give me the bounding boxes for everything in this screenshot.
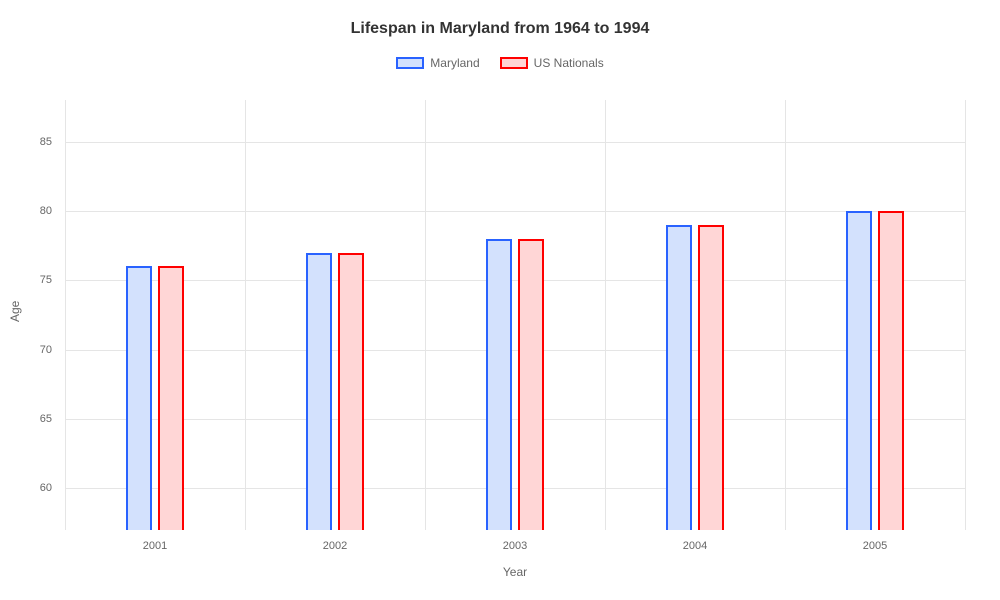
x-tick: 2004	[683, 540, 707, 552]
x-tick: 2005	[863, 540, 887, 552]
grid-line-vertical	[65, 100, 66, 530]
grid-line-vertical	[245, 100, 246, 530]
x-tick: 2001	[143, 540, 167, 552]
bar-us-nationals	[518, 239, 544, 530]
y-axis: 60 65 70 75 80 85	[0, 100, 60, 530]
bar-maryland	[486, 239, 512, 530]
grid-line-vertical	[965, 100, 966, 530]
legend-label-maryland: Maryland	[430, 56, 479, 70]
legend: Maryland US Nationals	[0, 56, 1000, 70]
y-tick: 70	[40, 344, 52, 356]
bar-us-nationals	[338, 253, 364, 530]
grid-line-vertical	[785, 100, 786, 530]
bar-us-nationals	[698, 225, 724, 530]
x-tick: 2002	[323, 540, 347, 552]
legend-swatch-maryland	[396, 57, 424, 69]
lifespan-chart: Lifespan in Maryland from 1964 to 1994 M…	[0, 0, 1000, 600]
grid-line-horizontal	[65, 488, 965, 489]
x-axis-label: Year	[503, 565, 527, 579]
bar-maryland	[306, 253, 332, 530]
bar-us-nationals	[158, 266, 184, 530]
grid-line-horizontal	[65, 280, 965, 281]
legend-item-us-nationals: US Nationals	[500, 56, 604, 70]
y-tick: 80	[40, 205, 52, 217]
y-tick: 60	[40, 482, 52, 494]
legend-label-us-nationals: US Nationals	[534, 56, 604, 70]
plot-area	[65, 100, 965, 530]
grid-line-vertical	[605, 100, 606, 530]
bar-maryland	[126, 266, 152, 530]
x-tick: 2003	[503, 540, 527, 552]
grid-line-horizontal	[65, 142, 965, 143]
bar-maryland	[666, 225, 692, 530]
grid-line-horizontal	[65, 211, 965, 212]
bar-maryland	[846, 211, 872, 530]
grid-line-vertical	[425, 100, 426, 530]
bar-us-nationals	[878, 211, 904, 530]
chart-title: Lifespan in Maryland from 1964 to 1994	[0, 0, 1000, 38]
y-tick: 85	[40, 136, 52, 148]
y-tick: 65	[40, 413, 52, 425]
grid-line-horizontal	[65, 419, 965, 420]
grid-line-horizontal	[65, 350, 965, 351]
y-tick: 75	[40, 274, 52, 286]
legend-swatch-us-nationals	[500, 57, 528, 69]
legend-item-maryland: Maryland	[396, 56, 479, 70]
